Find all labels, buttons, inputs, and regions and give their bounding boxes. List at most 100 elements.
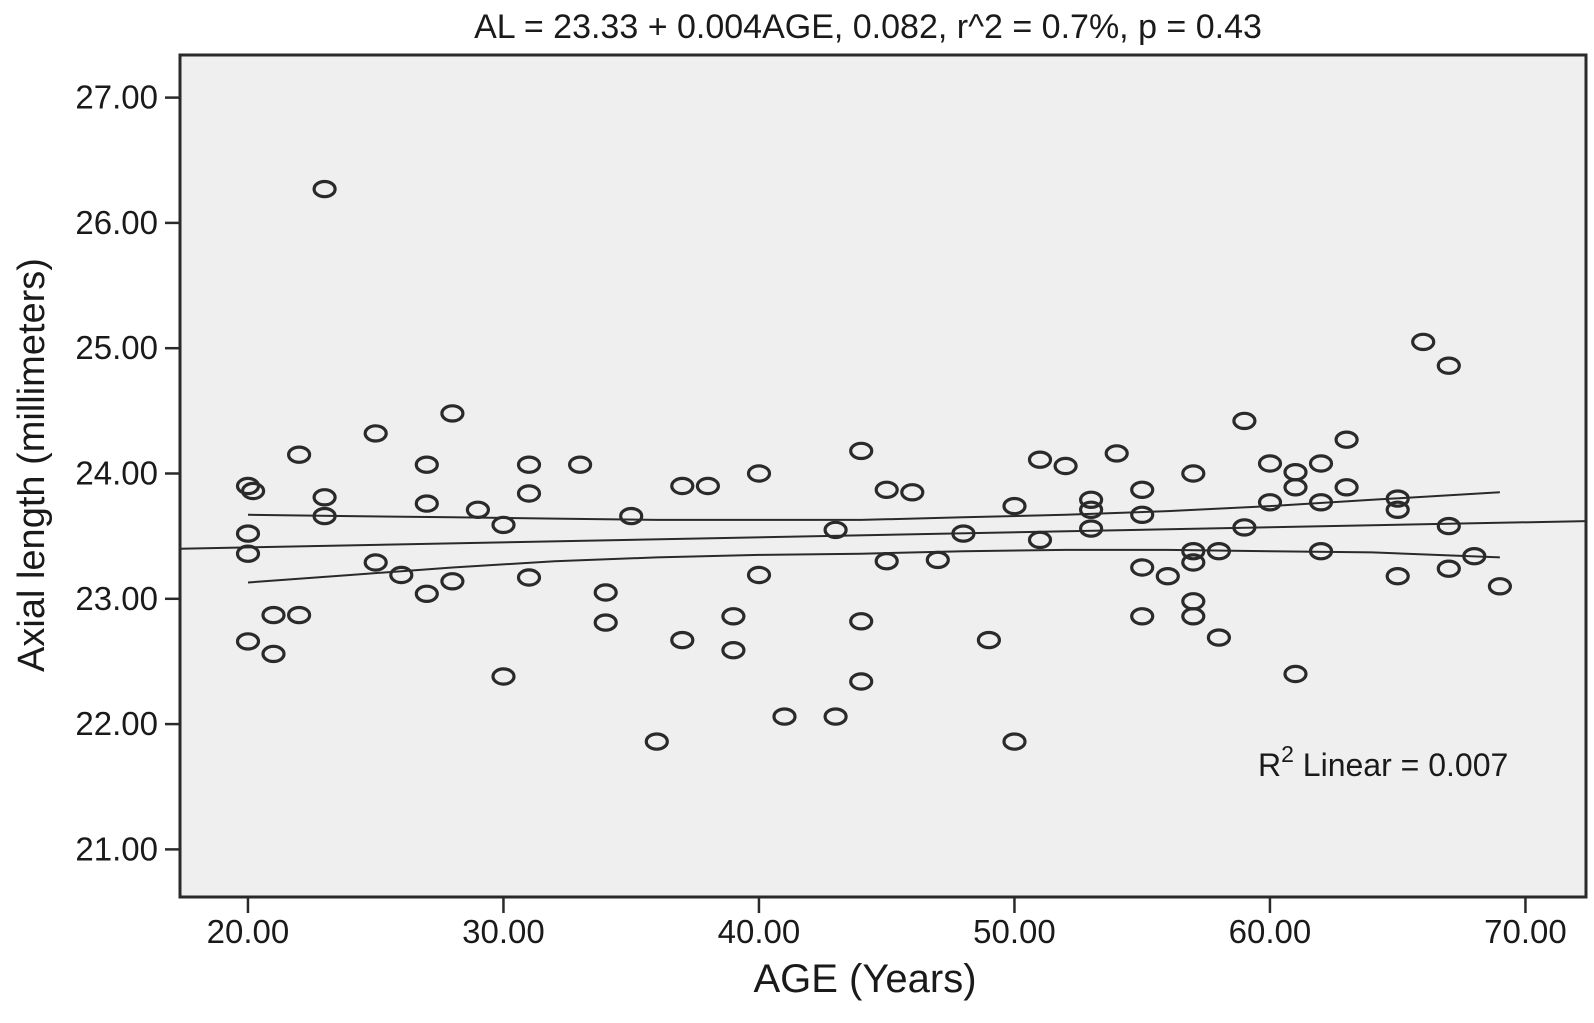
data-point xyxy=(1334,430,1359,449)
data-point xyxy=(440,404,465,423)
y-tick-label: 22.00 xyxy=(75,705,158,742)
data-point xyxy=(874,552,899,571)
y-tick-label: 24.00 xyxy=(75,454,158,491)
data-point xyxy=(1002,496,1027,516)
data-point xyxy=(235,524,261,543)
data-point xyxy=(925,550,950,570)
data-point xyxy=(363,553,388,572)
ci-lower-line xyxy=(247,548,1500,584)
data-point xyxy=(241,481,266,501)
data-point xyxy=(1078,500,1104,519)
data-point xyxy=(414,584,439,604)
data-point xyxy=(593,613,618,632)
data-point xyxy=(312,506,337,526)
y-tick-label: 25.00 xyxy=(75,329,158,366)
data-point xyxy=(235,632,261,651)
data-point xyxy=(1385,500,1410,519)
data-point xyxy=(1257,454,1283,473)
data-point xyxy=(1411,332,1436,352)
data-point xyxy=(900,483,925,502)
y-axis-title: Axial length (millimeters) xyxy=(11,258,53,672)
data-point xyxy=(414,455,439,474)
data-point xyxy=(772,707,797,726)
data-point xyxy=(440,572,465,591)
x-tick-label: 30.00 xyxy=(462,913,545,950)
regression-line xyxy=(179,520,1587,550)
data-point xyxy=(746,565,772,585)
data-point xyxy=(1283,478,1308,497)
data-point xyxy=(1078,490,1104,509)
data-point xyxy=(1130,558,1155,577)
y-tick-label: 26.00 xyxy=(75,204,158,241)
x-tick-label: 70.00 xyxy=(1484,913,1567,950)
data-point xyxy=(976,630,1002,650)
data-point xyxy=(312,179,337,199)
data-point xyxy=(1232,518,1257,537)
data-point xyxy=(1462,547,1487,566)
data-point xyxy=(1385,567,1410,586)
data-point xyxy=(516,568,542,587)
data-point xyxy=(721,607,746,626)
r-squared-annotation: R2 Linear = 0.007 xyxy=(1258,741,1508,783)
data-point xyxy=(567,455,593,474)
data-point xyxy=(491,515,516,535)
data-point xyxy=(389,565,414,585)
data-point xyxy=(1257,493,1283,512)
r-squared-value: Linear = 0.007 xyxy=(1294,747,1508,783)
data-point xyxy=(1181,464,1206,483)
data-point xyxy=(1181,542,1206,561)
x-tick-label: 40.00 xyxy=(718,913,801,950)
data-point xyxy=(363,424,388,443)
data-point xyxy=(235,544,261,563)
data-point xyxy=(1283,664,1308,684)
data-point xyxy=(1385,489,1410,508)
x-axis-title: AGE (Years) xyxy=(753,957,976,1001)
data-point xyxy=(1436,356,1461,375)
data-point xyxy=(1155,567,1180,586)
data-point xyxy=(670,476,695,496)
data-point xyxy=(261,605,286,625)
data-point xyxy=(849,612,874,631)
y-tick-label: 27.00 xyxy=(75,79,158,116)
data-point xyxy=(312,488,337,507)
data-point xyxy=(491,667,516,686)
data-point xyxy=(1027,450,1053,469)
chart-title: AL = 23.33 + 0.004AGE, 0.082, r^2 = 0.7%… xyxy=(474,8,1262,46)
ci-upper-line xyxy=(247,491,1500,521)
data-point xyxy=(1308,493,1334,512)
data-point xyxy=(287,445,312,464)
data-point xyxy=(695,476,721,496)
data-point xyxy=(951,524,976,543)
data-point xyxy=(1232,411,1257,431)
data-point xyxy=(619,506,644,526)
data-point xyxy=(823,707,848,726)
data-point xyxy=(1181,607,1206,626)
data-point xyxy=(746,464,772,483)
data-point xyxy=(1334,478,1359,497)
data-point xyxy=(1206,542,1232,561)
data-point xyxy=(1181,553,1206,572)
data-point xyxy=(670,630,695,650)
data-point xyxy=(1130,480,1155,499)
data-point xyxy=(1027,530,1053,550)
x-tick-label: 20.00 xyxy=(207,913,290,950)
data-point xyxy=(1487,577,1513,596)
data-point xyxy=(1130,505,1155,524)
data-point xyxy=(1308,454,1334,473)
plot-area xyxy=(180,55,1586,897)
data-point xyxy=(721,641,746,660)
data-point xyxy=(465,500,490,519)
r-squared-superscript: 2 xyxy=(1281,741,1294,767)
data-point xyxy=(1104,444,1129,463)
data-point xyxy=(849,672,874,691)
data-point xyxy=(1206,628,1232,647)
data-point xyxy=(414,494,439,513)
data-point xyxy=(849,441,874,461)
y-tick-label: 23.00 xyxy=(75,580,158,617)
data-point xyxy=(516,484,542,503)
r-squared-base: R xyxy=(1258,747,1281,783)
plot-frame xyxy=(178,53,1588,899)
data-point xyxy=(1436,559,1461,578)
data-point xyxy=(1078,519,1104,538)
